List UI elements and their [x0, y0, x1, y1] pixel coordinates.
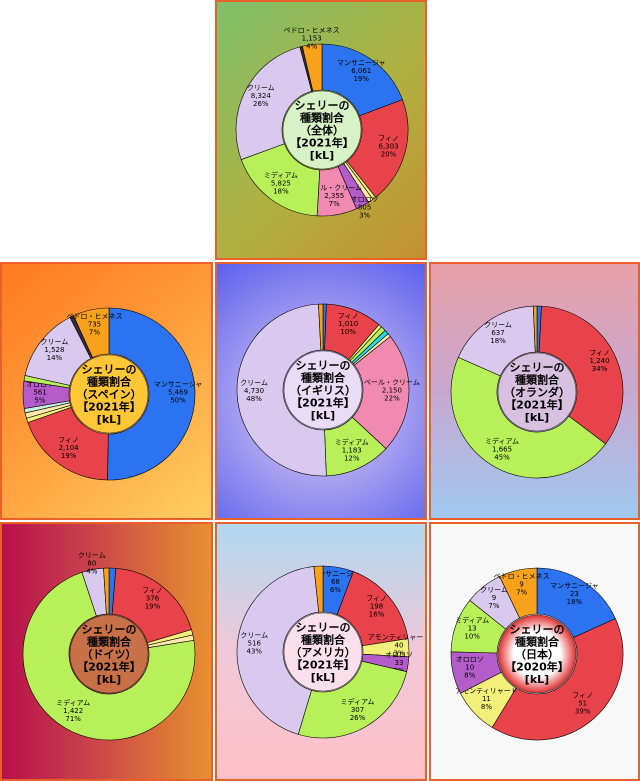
slice-label: クリーム 1,528 14% [41, 338, 69, 362]
chart-panel-usa: マンサニージャ686%フィノ19816%アモンティリャード403%オロロソ333… [215, 522, 427, 781]
pie-slice [73, 307, 110, 358]
pie-slice [236, 566, 320, 735]
donut-center [69, 354, 149, 434]
chart-svg-netherlands: フィノ 1,240 34% ミディアム 1,665 45% クリーム 637 18% シェリーの種… [450, 305, 624, 479]
pie-slice [313, 565, 324, 613]
pie-slice [107, 307, 196, 481]
pie-slice [499, 567, 538, 619]
pie-slice [538, 305, 624, 445]
slice-label: フィノ 51 39% [572, 692, 593, 716]
slice-label: クリーム 80 4% [78, 552, 106, 576]
slice-label: ミディアム 1,183 12% [335, 438, 369, 463]
chart-title: シェリーの種類割合（イギリス）【2021年】[kL] [290, 359, 356, 422]
pie-slice [22, 571, 196, 741]
slice-label: フィノ 376 19% [142, 586, 163, 610]
slice-label: オロロソ 10 8% [456, 655, 484, 679]
slice-label: ペドロ・ヒメネス 735 7% [66, 313, 122, 337]
donut-center [283, 350, 363, 430]
pie-slice [302, 43, 323, 92]
chart-svg-overall: マンサニージャ 6,061 19% フィノ 6,303 20% オロロソ 805 3%ペール・ク… [235, 27, 409, 219]
slice-label: ミディアム 13 10% [455, 615, 489, 640]
chart-svg-spain: マンサニージャ 5,469 50% フィノ 2,104 19% オロロソ 561 5% クリーム 1… [22, 307, 203, 481]
pie-slice [318, 303, 324, 351]
chart-title: シェリーの種類割合（オランダ）【2021年】[kL] [504, 361, 570, 424]
chart-title: シェリーの種類割合（ドイツ）【2021年】[kL] [77, 623, 141, 686]
slice-label: オロロソ 805 3% [351, 195, 379, 219]
chart-svg-japan: マンサニージャ 23 18% フィノ 51 39% アモンティリャード 11 8% オロロソ 10 8… [450, 567, 624, 741]
pie-slice [103, 567, 110, 615]
chart-panel-overall: マンサニージャ 6,061 19% フィノ 6,303 20% オロロソ 805 3% ペール・ク… [215, 0, 427, 260]
donut-center [282, 90, 362, 170]
chart-svg-germany: フィノ 376 19% ミディアム 1,422 71% クリーム 80 4% シェリーの種類割合（… [22, 552, 196, 741]
slice-label: クリーム 8,324 26% [247, 84, 275, 108]
donut-center [283, 612, 363, 692]
slice-label: マンサニージャ 68 6% [311, 570, 360, 594]
slice-label: オロロソ 561 5% [26, 381, 54, 405]
slice-label: ミディアム 1,422 71% [56, 698, 90, 723]
slice-label: ペール・クリーム 2,150 22% [364, 379, 420, 403]
chart-title: シェリーの種類割合（日本）【2020年】[kL] [505, 623, 569, 686]
slice-label: マンサニージャ 23 18% [550, 582, 599, 606]
slice-label: フィノ 1,010 10% [338, 312, 359, 336]
slice-label: クリーム 9 7% [480, 586, 508, 610]
pie-slice [532, 305, 538, 353]
slice-label: アモンティリャード 40 3% [368, 633, 425, 657]
chart-title: シェリーの種類割合（アメリカ）【2021年】[kL] [290, 621, 355, 684]
slice-label: フィノ 198 16% [366, 594, 387, 618]
slice-label: クリーム 4,730 48% [240, 379, 268, 403]
slice-label: フィノ 6,303 20% [378, 134, 399, 158]
slice-label: クリーム 637 18% [484, 321, 512, 345]
chart-title: シェリーの種類割合（全体）【2021年】[kL] [290, 99, 354, 162]
chart-svg-usa: マンサニージャ686%フィノ19816%アモンティリャード403%オロロソ333… [236, 565, 425, 739]
pie-slice [297, 660, 408, 739]
pie-slice [235, 46, 313, 160]
pie-slice [351, 336, 410, 450]
slice-label: クリーム 516 43% [240, 632, 268, 656]
chart-panel-germany: フィノ 376 19% ミディアム 1,422 71% クリーム 80 4% シェリーの種類割合（… [0, 522, 213, 781]
pie-slice [491, 618, 624, 741]
slice-label: アモンティリャード 11 8% [455, 687, 518, 711]
pie-slice [236, 303, 327, 477]
slice-label: ペドロ・ヒメネス 1,153 4% [284, 27, 340, 51]
slice-label: マンサニージャ 5,469 50% [154, 381, 203, 405]
chart-title: シェリーの種類割合（スペイン）【2021年】[kL] [76, 363, 141, 426]
chart-panel-netherlands: フィノ 1,240 34% ミディアム 1,665 45% クリーム 637 18% シェリーの種… [429, 262, 640, 520]
slice-label: フィノ 1,240 34% [589, 349, 610, 373]
pie-slice [346, 99, 409, 198]
slice-label: ミディアム 5,825 18% [264, 170, 298, 195]
slice-label: ミディアム 1,665 45% [485, 436, 519, 461]
pie-slice [450, 356, 607, 479]
slice-label: ペール・クリーム 2,355 7% [306, 184, 362, 208]
slice-label: フィノ 2,104 19% [58, 436, 79, 460]
slice-label: ペドロ・ヒメネス 9 7% [494, 573, 550, 597]
slice-label: ミディアム 307 26% [340, 697, 374, 722]
chart-panel-spain: マンサニージャ 5,469 50% フィノ 2,104 19% オロロソ 561 5% クリーム 1… [0, 262, 213, 520]
donut-center [497, 352, 577, 432]
donut-center [69, 614, 149, 694]
donut-center [497, 614, 577, 694]
chart-svg-uk: フィノ 1,010 10% ペール・クリーム 2,150 22% ミディアム 1,183 12%… [236, 303, 420, 477]
chart-panel-japan: マンサニージャ 23 18% フィノ 51 39% アモンティリャード 11 8% オロロソ 10 8… [429, 522, 640, 781]
chart-panel-uk: フィノ 1,010 10% ペール・クリーム 2,150 22% ミディアム 1,183 12%… [215, 262, 427, 520]
slice-label: マンサニージャ 6,061 19% [337, 59, 386, 83]
